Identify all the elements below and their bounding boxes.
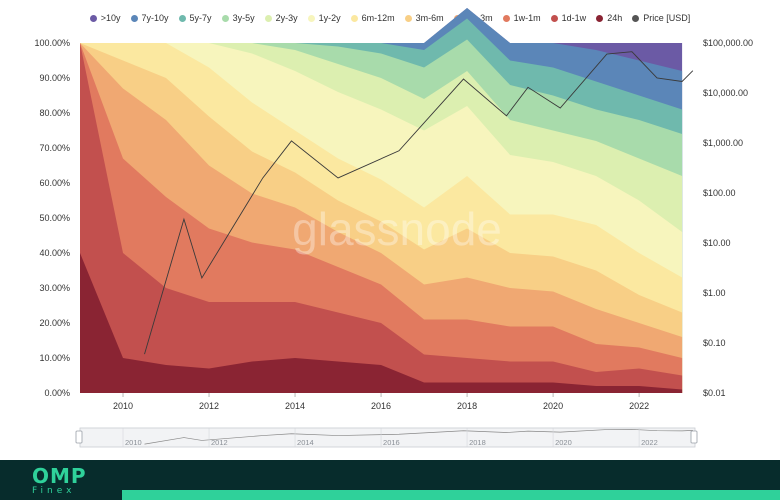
price-line xyxy=(144,51,694,355)
left-tick-label: 30.00% xyxy=(39,283,70,293)
left-tick-label: 0.00% xyxy=(44,388,70,398)
left-tick-label: 50.00% xyxy=(39,213,70,223)
footer-accent-bar xyxy=(122,490,780,500)
legend-label: 2y-3y xyxy=(275,13,298,23)
left-tick-label: 70.00% xyxy=(39,143,70,153)
navigator-ticks: 2010 2012 2014 2016 2018 2020 2022 xyxy=(122,428,658,447)
right-tick-label: $10,000.00 xyxy=(703,88,748,98)
legend-label: 3y-5y xyxy=(232,13,255,23)
left-tick-label: 80.00% xyxy=(39,108,70,118)
legend-dot-icon xyxy=(264,14,272,22)
watermark-text: glassnode xyxy=(292,203,502,255)
navigator-tick-label: 2010 xyxy=(125,438,142,447)
x-tick-label: 2022 xyxy=(629,401,649,411)
navigator-tick-label: 2016 xyxy=(383,438,400,447)
right-tick-label: $100.00 xyxy=(703,188,736,198)
legend-label: Price [USD] xyxy=(643,13,691,23)
legend-label: >10y xyxy=(100,13,121,23)
legend-label: 1y-2y xyxy=(318,13,341,23)
x-tick-label: 2014 xyxy=(285,401,305,411)
legend-item[interactable]: 1w-1m xyxy=(502,13,541,23)
x-tick-label: 2016 xyxy=(371,401,391,411)
legend-dot-icon xyxy=(221,14,229,22)
brand-logo: OMP xyxy=(32,464,87,488)
legend-label: 3m-6m xyxy=(415,13,444,23)
legend-dot-icon xyxy=(130,14,138,22)
navigator-tick-label: 2020 xyxy=(555,438,572,447)
legend-dot-icon xyxy=(350,14,358,22)
legend-item[interactable]: 1d-1w xyxy=(550,13,587,23)
brand-subtitle: Finex xyxy=(32,486,76,496)
legend-dot-icon xyxy=(502,14,510,22)
left-tick-label: 10.00% xyxy=(39,353,70,363)
footer-banner: OMP Finex xyxy=(0,460,780,500)
legend-label: 7y-10y xyxy=(141,13,169,23)
legend-label: 5y-7y xyxy=(189,13,212,23)
left-tick-label: 100.00% xyxy=(34,38,70,48)
legend-label: 1d-1w xyxy=(561,13,587,23)
legend-dot-icon xyxy=(178,14,186,22)
legend-item[interactable]: 7y-10y xyxy=(130,13,169,23)
x-axis-ticks: 2010 2012 2014 2016 2018 2020 2022 xyxy=(113,393,649,411)
right-tick-label: $1.00 xyxy=(703,288,726,298)
left-tick-label: 20.00% xyxy=(39,318,70,328)
chart-svg: glassnode 0.00% 10.00% 20.00% 30.00% 40.00% 5… xyxy=(34,8,753,448)
legend-label: 6m-12m xyxy=(361,13,395,23)
navigator-left-handle[interactable] xyxy=(75,430,83,444)
range-navigator[interactable]: 2010 2012 2014 2016 2018 2020 2022 xyxy=(75,427,698,448)
legend-dot-icon xyxy=(89,14,97,22)
navigator-price-line xyxy=(144,429,693,445)
navigator-tick-label: 2014 xyxy=(297,438,314,447)
left-tick-label: 40.00% xyxy=(39,248,70,258)
legend-dot-icon xyxy=(596,14,604,22)
legend-dot-icon xyxy=(307,14,315,22)
legend-label: 24h xyxy=(607,13,623,23)
left-tick-label: 60.00% xyxy=(39,178,70,188)
left-tick-label: 90.00% xyxy=(39,73,70,83)
area-24h xyxy=(80,253,683,393)
right-tick-label: $0.01 xyxy=(703,388,726,398)
right-tick-label: $10.00 xyxy=(703,238,731,248)
area-1d-1w xyxy=(80,43,683,393)
legend-item[interactable]: 2y-3y xyxy=(264,13,298,23)
navigator-tick-label: 2022 xyxy=(641,438,658,447)
right-tick-label: $0.10 xyxy=(703,338,726,348)
right-tick-label: $100,000.00 xyxy=(703,38,753,48)
navigator-right-handle[interactable] xyxy=(690,430,698,444)
legend-dot-icon xyxy=(632,14,640,22)
left-axis-ticks: 0.00% 10.00% 20.00% 30.00% 40.00% 50.00% 60.00… xyxy=(34,38,70,398)
navigator-tick-label: 2012 xyxy=(211,438,228,447)
navigator-tick-label: 2018 xyxy=(469,438,486,447)
legend-item[interactable]: Price [USD] xyxy=(632,13,690,23)
legend-item[interactable]: 5y-7y xyxy=(178,13,212,23)
cohort-area-layers xyxy=(80,8,683,393)
x-tick-label: 2012 xyxy=(199,401,219,411)
legend-item[interactable]: 6m-12m xyxy=(350,13,395,23)
legend-item[interactable]: 1y-2y xyxy=(307,13,341,23)
legend-item[interactable]: 3y-5y xyxy=(221,13,255,23)
legend-label: 1w-1m xyxy=(513,13,541,23)
legend-item[interactable]: 24h xyxy=(596,13,622,23)
legend-dot-icon xyxy=(404,14,412,22)
legend-dot-icon xyxy=(550,14,558,22)
right-tick-label: $1,000.00 xyxy=(703,138,743,148)
x-tick-label: 2020 xyxy=(543,401,563,411)
legend-item[interactable]: 3m-6m xyxy=(404,13,444,23)
x-tick-label: 2010 xyxy=(113,401,133,411)
legend-item[interactable]: >10y xyxy=(89,13,121,23)
right-axis-ticks: $0.01 $0.10 $1.00 $10.00 $100.00 $1,000.00 $10… xyxy=(703,38,753,398)
x-tick-label: 2018 xyxy=(457,401,477,411)
